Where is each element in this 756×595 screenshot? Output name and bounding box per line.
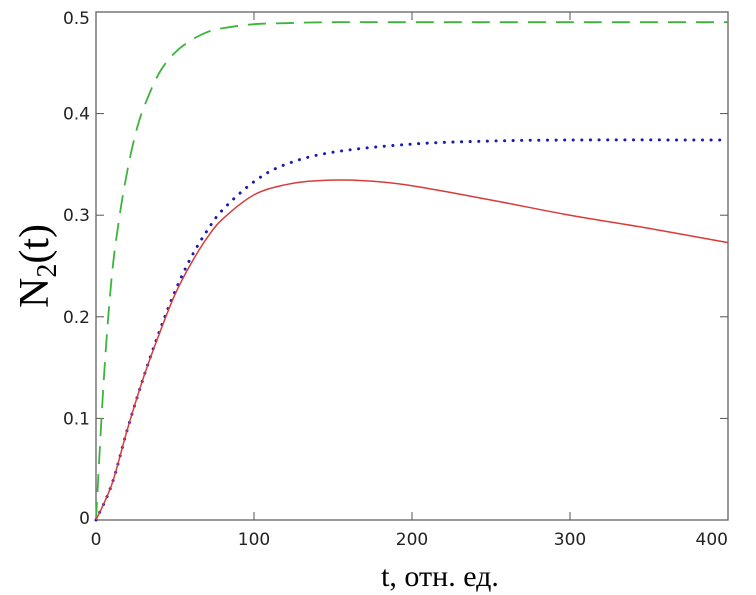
- series-dotted-line: [94, 138, 730, 522]
- y-axis-label-main: N: [12, 278, 58, 308]
- y-axis-label-tail: (t): [12, 224, 58, 264]
- y-tick-label: 0.5: [63, 9, 90, 29]
- tick-labels: 0 100 200 300 400 0 0.1 0.2 0.3 0.4 0.5: [63, 9, 728, 550]
- y-axis-label-subscript: 2: [32, 264, 63, 278]
- y-tick-label: 0: [79, 509, 90, 529]
- series-lines: [94, 21, 730, 522]
- y-tick-label: 0.2: [63, 308, 90, 328]
- y-tick-label: 0.1: [63, 409, 90, 429]
- x-tick-label: 400: [696, 530, 728, 550]
- y-axis-label: N2(t): [12, 224, 63, 308]
- y-tick-label: 0.3: [63, 206, 90, 226]
- x-tick-label: 0: [91, 530, 102, 550]
- series-solid-line: [95, 179, 729, 521]
- y-tick-label: 0.4: [63, 105, 90, 125]
- x-axis-label: t, отн. ед.: [381, 560, 499, 593]
- plot-frame: [95, 11, 729, 521]
- x-tick-label: 200: [396, 530, 428, 550]
- x-tick-label: 100: [238, 530, 270, 550]
- x-tick-label: 300: [554, 530, 586, 550]
